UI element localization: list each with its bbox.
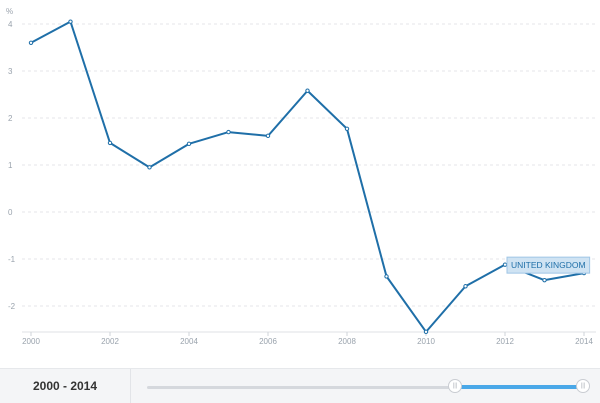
- data-point[interactable]: [226, 129, 231, 135]
- data-point[interactable]: [28, 40, 34, 45]
- data-points: [28, 19, 587, 335]
- series-tag-label: UNITED KINGDOM: [511, 260, 586, 270]
- series-tag: UNITED KINGDOM: [506, 256, 591, 274]
- x-tick-label: 2002: [101, 337, 119, 346]
- range-label: 2000 - 2014: [0, 369, 131, 403]
- data-point[interactable]: [265, 133, 271, 139]
- data-point[interactable]: [384, 274, 389, 279]
- y-tick-label: 2: [8, 114, 13, 123]
- slider-selected-range[interactable]: [455, 385, 583, 389]
- x-tick-label: 2006: [259, 337, 277, 346]
- axes: [22, 331, 596, 336]
- x-tick-label: 2000: [22, 337, 40, 346]
- data-point[interactable]: [463, 284, 468, 289]
- x-tick-label: 2014: [575, 337, 593, 346]
- x-tick-label: 2004: [180, 337, 198, 346]
- y-tick-label: 3: [8, 67, 13, 76]
- data-point[interactable]: [68, 19, 73, 24]
- series-lines: [30, 20, 585, 333]
- y-tick-label: 0: [8, 208, 13, 217]
- data-point[interactable]: [305, 88, 310, 93]
- slider-handle-start[interactable]: |||: [448, 379, 462, 393]
- data-point[interactable]: [186, 141, 192, 147]
- y-tick-label: -2: [8, 302, 16, 311]
- data-point[interactable]: [423, 329, 429, 335]
- y-tick-labels: 4 3 2 1 0 -1 -2: [8, 20, 16, 311]
- slider-track[interactable]: [147, 386, 584, 389]
- x-tick-label: 2012: [496, 337, 514, 346]
- y-tick-label: -1: [8, 255, 16, 264]
- slider-handle-end[interactable]: |||: [576, 379, 590, 393]
- data-point[interactable]: [542, 277, 547, 283]
- data-point[interactable]: [344, 126, 350, 132]
- x-tick-labels: 2000 2002 2004 2006 2008 2010 2012 2014: [22, 337, 593, 346]
- y-tick-label: 1: [8, 161, 13, 170]
- x-tick-label: 2010: [417, 337, 435, 346]
- line-chart: % 4 3 2 1 0 -1 -2 2000 2002 2004 2006 2008 2010 2012…: [6, 7, 596, 346]
- y-unit-label: %: [6, 7, 13, 16]
- x-tick-label: 2008: [338, 337, 356, 346]
- y-tick-label: 4: [8, 20, 13, 29]
- series-tag-box: [506, 256, 591, 274]
- data-point[interactable]: [147, 165, 152, 170]
- range-selector: 2000 - 2014 ||| |||: [0, 368, 600, 403]
- data-point[interactable]: [107, 140, 113, 146]
- series-line: [30, 20, 585, 333]
- data-point[interactable]: [502, 262, 508, 267]
